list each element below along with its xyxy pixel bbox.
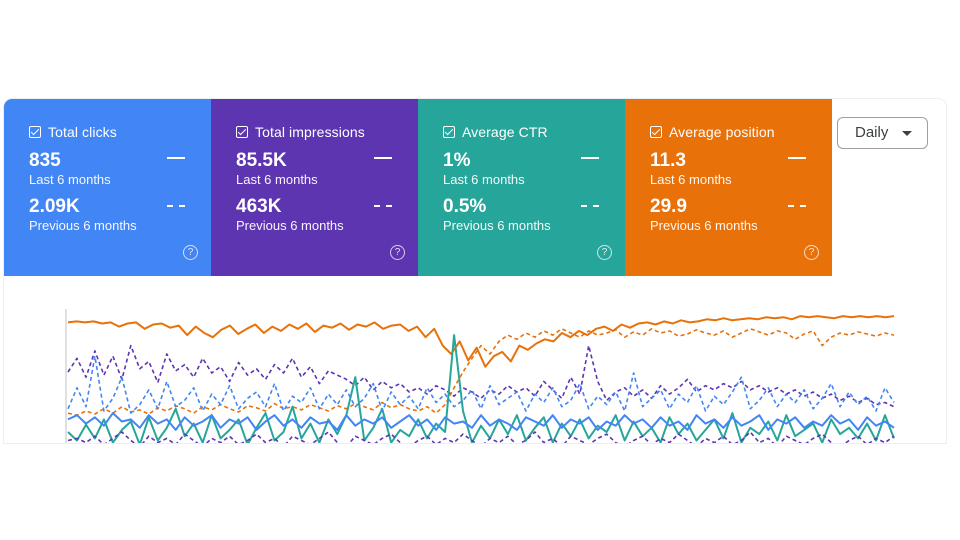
help-circle-icon[interactable]: ? bbox=[183, 245, 198, 260]
metric-title-row: Total clicks bbox=[29, 124, 211, 140]
metric-value-label: Last 6 months bbox=[236, 172, 318, 187]
metric-title: Total clicks bbox=[48, 124, 117, 140]
series-line-position-previous bbox=[67, 327, 895, 416]
metric-card-ctr[interactable]: Average CTR 1% Last 6 months 0.5% Previo… bbox=[418, 99, 625, 276]
series-line-clicks-previous bbox=[67, 355, 895, 414]
metric-title-row: Total impressions bbox=[236, 124, 418, 140]
solid-line-legend-icon bbox=[788, 157, 806, 159]
dashed-line-legend-icon bbox=[581, 205, 599, 207]
metric-prev-label: Previous 6 months bbox=[236, 218, 344, 233]
period-dropdown-label: Daily bbox=[855, 124, 889, 141]
metric-value: 85.5K bbox=[236, 150, 287, 171]
metric-card-position[interactable]: Average position 11.3 Last 6 months 29.9… bbox=[625, 99, 832, 276]
dashed-line-legend-icon bbox=[167, 205, 185, 207]
chart-svg bbox=[65, 309, 895, 443]
dashed-line-legend-icon bbox=[788, 205, 806, 207]
performance-panel: Total clicks 835 Last 6 months 2.09K Pre… bbox=[4, 99, 946, 443]
metric-prev-value: 2.09K bbox=[29, 196, 80, 217]
metric-prev-value: 29.9 bbox=[650, 196, 687, 217]
metric-card-impressions[interactable]: Total impressions 85.5K Last 6 months 46… bbox=[211, 99, 418, 276]
help-circle-icon[interactable]: ? bbox=[804, 245, 819, 260]
metric-value: 11.3 bbox=[650, 150, 686, 171]
metric-value-label: Last 6 months bbox=[29, 172, 111, 187]
metric-card-clicks[interactable]: Total clicks 835 Last 6 months 2.09K Pre… bbox=[4, 99, 211, 276]
metric-prev-value: 0.5% bbox=[443, 196, 487, 217]
metric-prev-label: Previous 6 months bbox=[650, 218, 758, 233]
metric-cards: Total clicks 835 Last 6 months 2.09K Pre… bbox=[4, 99, 832, 276]
solid-line-legend-icon bbox=[167, 157, 185, 159]
series-layer bbox=[67, 315, 895, 443]
series-line-position-current bbox=[67, 315, 895, 368]
dashed-line-legend-icon bbox=[374, 205, 392, 207]
solid-line-legend-icon bbox=[581, 157, 599, 159]
checkbox-checked-icon[interactable] bbox=[650, 126, 662, 138]
metric-value: 1% bbox=[443, 150, 471, 171]
series-line-impressions-previous bbox=[67, 431, 895, 443]
metric-value-label: Last 6 months bbox=[650, 172, 732, 187]
period-dropdown[interactable]: Daily bbox=[837, 117, 928, 149]
metric-value-label: Last 6 months bbox=[443, 172, 525, 187]
help-circle-icon[interactable]: ? bbox=[597, 245, 612, 260]
solid-line-legend-icon bbox=[374, 157, 392, 159]
metric-prev-label: Previous 6 months bbox=[443, 218, 551, 233]
help-circle-icon[interactable]: ? bbox=[390, 245, 405, 260]
checkbox-checked-icon[interactable] bbox=[443, 126, 455, 138]
metric-title: Average CTR bbox=[462, 124, 548, 140]
metric-title: Average position bbox=[669, 124, 775, 140]
chevron-down-icon bbox=[902, 131, 912, 136]
metric-value: 835 bbox=[29, 150, 61, 171]
series-line-ctr-current bbox=[67, 334, 895, 443]
metric-title-row: Average position bbox=[650, 124, 832, 140]
checkbox-checked-icon[interactable] bbox=[29, 126, 41, 138]
metric-title: Total impressions bbox=[255, 124, 365, 140]
series-line-clicks-current bbox=[67, 412, 895, 431]
series-line-impressions-current bbox=[67, 344, 895, 408]
metric-prev-value: 463K bbox=[236, 196, 282, 217]
metric-prev-label: Previous 6 months bbox=[29, 218, 137, 233]
metric-title-row: Average CTR bbox=[443, 124, 625, 140]
performance-chart bbox=[4, 276, 946, 443]
checkbox-checked-icon[interactable] bbox=[236, 126, 248, 138]
